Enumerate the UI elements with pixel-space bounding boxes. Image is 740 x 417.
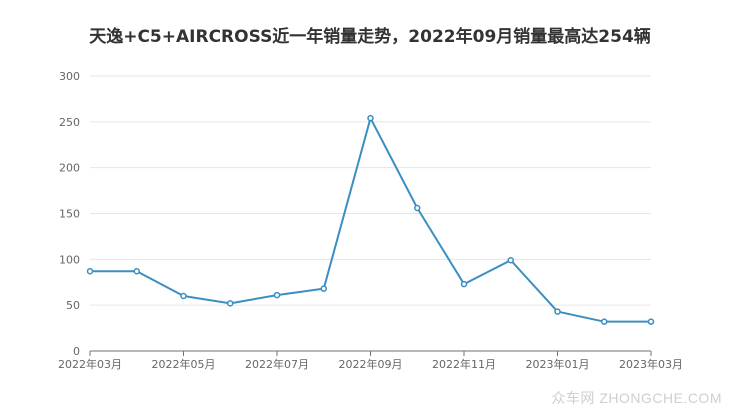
x-tick-label: 2023年01月 — [526, 357, 590, 371]
gridlines — [90, 75, 651, 306]
data-point — [414, 204, 421, 212]
y-tick-label: 150 — [59, 208, 80, 221]
x-tick-label: 2023年03月 — [619, 357, 683, 371]
data-point — [320, 285, 327, 292]
x-tick-label: 2022年07月 — [245, 357, 309, 371]
y-tick-label: 300 — [59, 70, 80, 83]
x-tick-label: 2022年03月 — [58, 357, 122, 371]
x-axis: 2022年03月 2022年05月 2022年07月 2022年09月 2022年11月… — [58, 350, 683, 371]
data-point — [367, 114, 374, 122]
data-point — [86, 268, 94, 275]
data-point — [507, 257, 514, 264]
y-tick-label: 0 — [73, 345, 80, 358]
y-tick-label: 200 — [59, 162, 80, 175]
x-tick-label: 2022年09月 — [339, 357, 403, 371]
series-layer — [86, 114, 655, 325]
data-point — [133, 268, 140, 275]
y-tick-label: 100 — [59, 253, 80, 266]
chart-title: 天逸+C5+AIRCROSS近一年销量走势，2022年09月销量最高达254辆 — [89, 27, 651, 47]
data-point — [460, 280, 468, 288]
y-tick-label: 50 — [66, 299, 80, 312]
series-line — [90, 117, 651, 323]
y-tick-label: 250 — [59, 116, 80, 129]
x-tick-label: 2022年11月 — [432, 357, 496, 371]
data-point — [647, 318, 655, 325]
x-tick-label: 2022年05月 — [152, 357, 216, 371]
data-point — [273, 291, 281, 299]
data-point — [180, 292, 187, 300]
watermark: 众车网 ZHONGCHE.COM — [551, 390, 722, 406]
y-axis-tick-labels: 0 50 100 150 200 250 300 — [59, 70, 80, 358]
data-point — [554, 308, 561, 315]
data-point — [601, 318, 608, 325]
data-point — [227, 300, 234, 307]
